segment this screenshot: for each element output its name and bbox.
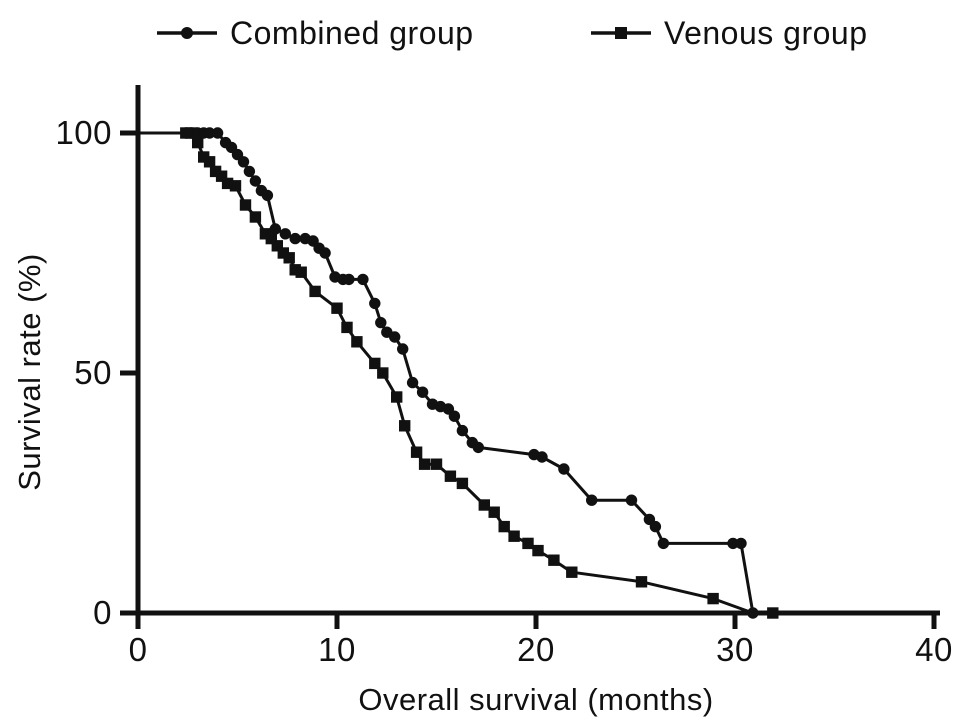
data-point-circle-combined-group <box>448 410 461 422</box>
data-point-square-venous-group <box>444 470 457 482</box>
data-point-circle-combined-group <box>243 165 256 178</box>
data-point-circle-combined-group <box>261 189 274 202</box>
legend-entry-combined-group: Combined group <box>157 16 474 50</box>
data-point-circle-combined-group <box>249 175 262 187</box>
x-tick-label: 30 <box>716 631 754 668</box>
data-point-circle-combined-group <box>406 376 419 389</box>
data-point-square-venous-group <box>265 232 277 245</box>
data-point-square-venous-group <box>198 151 210 163</box>
data-point-square-venous-group <box>767 607 779 619</box>
data-point-square-venous-group <box>309 285 321 298</box>
data-point-square-venous-group <box>271 240 283 252</box>
data-point-square-venous-group <box>259 228 272 240</box>
data-point-circle-combined-group <box>649 520 662 533</box>
data-point-square-venous-group <box>351 336 363 348</box>
data-point-circle-combined-group <box>735 537 747 550</box>
data-point-square-venous-group <box>635 576 648 588</box>
legend-entry-venous-group: Venous group <box>591 16 868 50</box>
combined-group-line-circle-icon <box>157 27 217 39</box>
data-point-square-venous-group <box>456 477 469 490</box>
data-point-square-venous-group <box>566 566 578 578</box>
data-point-square-venous-group <box>295 266 307 278</box>
data-point-circle-combined-group <box>269 223 281 235</box>
data-point-square-venous-group <box>418 458 431 470</box>
data-point-circle-combined-group <box>416 386 429 398</box>
data-point-circle-combined-group <box>319 247 331 259</box>
data-point-circle-combined-group <box>375 316 387 329</box>
x-tick-label: 20 <box>517 631 555 668</box>
data-point-square-venous-group <box>377 367 389 379</box>
data-point-square-venous-group <box>478 499 490 511</box>
data-point-square-venous-group <box>341 321 353 334</box>
data-point-square-venous-group <box>548 554 560 566</box>
data-point-circle-combined-group <box>625 494 638 506</box>
data-point-circle-combined-group <box>456 424 469 437</box>
legend-label-venous-group: Venous group <box>664 15 868 51</box>
data-point-circle-combined-group <box>211 127 224 139</box>
data-point-circle-combined-group <box>472 441 484 454</box>
data-point-square-venous-group <box>488 506 500 518</box>
data-point-square-venous-group <box>192 136 204 149</box>
data-point-circle-combined-group <box>727 537 739 550</box>
data-point-square-venous-group <box>215 170 228 182</box>
data-point-circle-combined-group <box>343 273 355 286</box>
data-point-square-venous-group <box>221 177 234 190</box>
series-line-venous-group <box>138 131 773 615</box>
data-point-circle-combined-group <box>237 156 250 168</box>
data-point-circle-combined-group <box>389 331 401 343</box>
data-point-square-venous-group <box>430 458 443 470</box>
data-point-square-venous-group <box>410 446 423 458</box>
data-point-circle-combined-group <box>203 127 216 139</box>
data-point-circle-combined-group <box>357 273 369 286</box>
data-point-square-venous-group <box>522 537 534 550</box>
data-point-square-venous-group <box>532 544 544 557</box>
data-point-circle-combined-group <box>397 343 409 355</box>
x-axis-title: Overall survival (months) <box>358 682 714 717</box>
data-point-square-venous-group <box>331 302 343 314</box>
data-point-circle-combined-group <box>536 451 548 463</box>
data-point-square-venous-group <box>283 252 295 264</box>
data-point-square-venous-group <box>277 247 289 259</box>
venous-group-line-square-icon <box>591 27 651 39</box>
data-point-square-venous-group <box>498 520 510 533</box>
data-point-square-venous-group <box>239 199 252 211</box>
data-point-square-venous-group <box>707 592 719 605</box>
x-tick-label: 40 <box>915 631 953 668</box>
data-point-circle-combined-group <box>586 494 598 506</box>
data-point-square-venous-group <box>289 264 301 276</box>
y-tick-label: 100 <box>55 114 112 151</box>
data-point-circle-combined-group <box>558 463 570 475</box>
y-tick-label: 0 <box>93 594 112 631</box>
x-tick-label: 0 <box>129 631 148 668</box>
data-point-square-venous-group <box>249 211 262 223</box>
data-point-circle-combined-group <box>657 537 670 550</box>
data-point-square-venous-group <box>508 530 520 542</box>
data-point-square-venous-group <box>391 391 403 403</box>
data-point-square-venous-group <box>203 156 216 168</box>
data-point-square-venous-group <box>209 165 222 178</box>
legend-label-combined-group: Combined group <box>230 15 474 51</box>
data-point-square-venous-group <box>229 180 242 192</box>
y-tick-label: 50 <box>74 354 112 391</box>
data-point-square-venous-group <box>369 357 381 370</box>
data-point-circle-combined-group <box>279 228 291 240</box>
data-point-circle-combined-group <box>369 297 381 310</box>
data-point-square-venous-group <box>399 420 411 432</box>
x-tick-label: 10 <box>318 631 356 668</box>
data-point-circle-combined-group <box>289 232 301 245</box>
data-point-circle-combined-group <box>747 607 759 619</box>
